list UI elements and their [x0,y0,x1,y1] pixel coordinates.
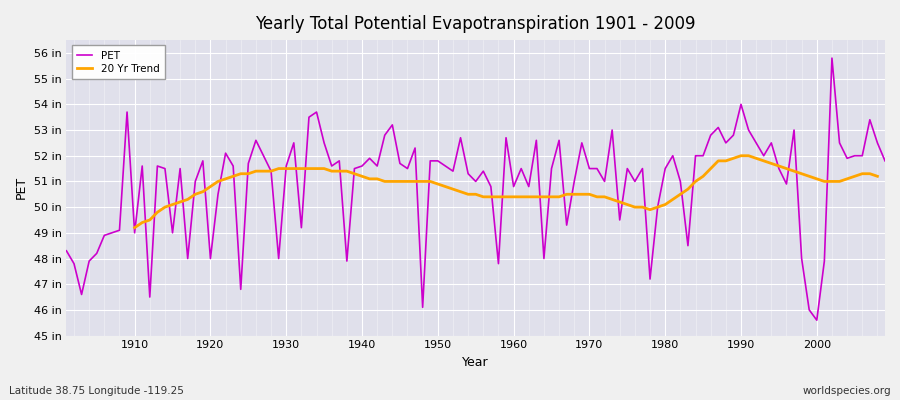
20 Yr Trend [872,174,883,179]
20 Yr Trend [500,194,511,199]
20 Yr Trend [713,158,724,163]
PET [334,158,345,163]
PET [61,248,72,253]
PET [508,184,519,189]
PET [288,140,299,145]
PET [599,179,610,184]
PET [879,158,890,163]
Text: worldspecies.org: worldspecies.org [803,386,891,396]
PET [826,56,837,60]
Text: Latitude 38.75 Longitude -119.25: Latitude 38.75 Longitude -119.25 [9,386,184,396]
20 Yr Trend [524,194,535,199]
20 Yr Trend [303,166,314,171]
PET [122,110,132,114]
Line: 20 Yr Trend: 20 Yr Trend [135,156,878,228]
Legend: PET, 20 Yr Trend: PET, 20 Yr Trend [72,45,165,79]
20 Yr Trend [735,153,746,158]
PET [500,135,511,140]
Title: Yearly Total Potential Evapotranspiration 1901 - 2009: Yearly Total Potential Evapotranspiratio… [256,15,696,33]
20 Yr Trend [327,169,338,174]
20 Yr Trend [356,174,367,179]
20 Yr Trend [130,225,140,230]
X-axis label: Year: Year [463,356,489,369]
PET [812,318,823,322]
Y-axis label: PET: PET [15,176,28,200]
Line: PET: PET [67,58,885,320]
